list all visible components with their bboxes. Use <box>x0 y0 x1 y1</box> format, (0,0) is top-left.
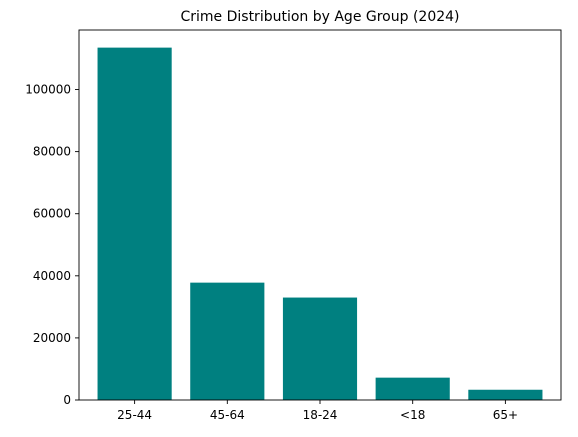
bar-0 <box>97 47 172 401</box>
x-tick-label: 45-64 <box>210 408 245 422</box>
y-tick-label: 0 <box>63 393 71 407</box>
y-tick-label: 20000 <box>33 331 71 345</box>
bar-4 <box>468 389 543 400</box>
bar-1 <box>190 282 265 400</box>
bar-3 <box>375 377 450 400</box>
y-tick-label: 60000 <box>33 207 71 221</box>
y-tick-label: 80000 <box>33 145 71 159</box>
y-tick-label: 40000 <box>33 269 71 283</box>
x-tick-label: 25-44 <box>117 408 152 422</box>
plot-area: 25-44 45-64 18-24 <18 65+ 0 20000 40000 60000 800… <box>25 29 562 422</box>
x-tick-label: 65+ <box>493 408 518 422</box>
chart-title: Crime Distribution by Age Group (2024) <box>180 9 459 25</box>
x-tick-label: 18-24 <box>303 408 338 422</box>
x-tick-label: <18 <box>400 408 425 422</box>
y-tick-label: 100000 <box>25 83 71 97</box>
bar-2 <box>282 297 358 400</box>
